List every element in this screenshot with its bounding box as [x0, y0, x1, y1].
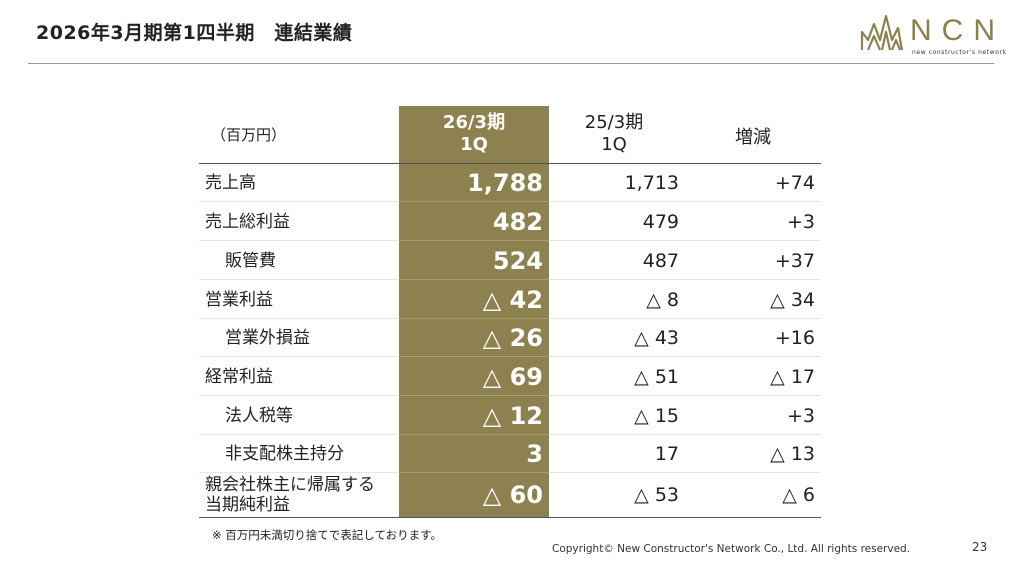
previous-value: △ 43 [634, 327, 679, 349]
current-period-highlight [399, 106, 549, 518]
change-value: +16 [774, 327, 815, 349]
previous-value: 487 [642, 249, 679, 272]
current-value: 1,788 [467, 169, 543, 197]
current-value: △ 60 [482, 481, 543, 509]
row-divider [199, 434, 821, 435]
unit-label: （百万円） [211, 126, 287, 144]
row-divider [199, 395, 821, 396]
header-rule [199, 163, 821, 164]
table-row: 法人税等 △ 12 △ 15 +3 [199, 396, 821, 435]
header-previous-period: 25/3期 1Q [559, 112, 669, 156]
current-value: △ 12 [482, 401, 543, 430]
financial-results-table: （百万円） 26/3期 1Q 25/3期 1Q 増減 売上高 1,788 1,713… [199, 106, 821, 518]
change-value: △ 17 [770, 365, 815, 388]
table-row: 親会社株主に帰属する 当期純利益 △ 60 △ 53 △ 6 [199, 473, 821, 517]
table-row: 売上総利益 482 479 +3 [199, 202, 821, 241]
change-value: +74 [774, 172, 815, 194]
slide-title: 2026年3月期第1四半期 連結業績 [36, 22, 353, 44]
current-value: 482 [492, 207, 543, 236]
row-divider [199, 356, 821, 357]
row-divider [199, 201, 821, 202]
row-label: 売上高 [205, 173, 256, 193]
table-row: 売上高 1,788 1,713 +74 [199, 164, 821, 202]
current-value: 524 [492, 246, 543, 275]
previous-value: △ 15 [634, 404, 679, 427]
header-previous-line2: 1Q [601, 134, 627, 155]
change-value: +3 [786, 404, 815, 427]
table-row: 経常利益 △ 69 △ 51 △ 17 [199, 357, 821, 396]
previous-value: △ 8 [646, 288, 679, 311]
company-logo: NCN new constructor's network [858, 10, 1006, 58]
row-label: 親会社株主に帰属する 当期純利益 [205, 475, 375, 515]
logo-mark-icon [860, 14, 904, 51]
table-row: 販管費 524 487 +37 [199, 241, 821, 280]
logo-text: NCN [910, 14, 1005, 47]
row-divider [199, 240, 821, 241]
row-label-line: 親会社株主に帰属する [205, 475, 375, 495]
table-row: 営業外損益 △ 26 △ 43 +16 [199, 319, 821, 357]
page-number: 23 [972, 540, 988, 554]
row-label-line: 当期純利益 [205, 495, 290, 515]
header-current-line2: 1Q [460, 134, 488, 155]
change-value: △ 13 [770, 443, 815, 465]
title-divider [28, 63, 994, 64]
change-value: △ 34 [770, 288, 815, 311]
header-current-line1: 26/3期 [442, 112, 506, 133]
row-label: 法人税等 [225, 405, 293, 426]
logo-tagline: new constructor's network [912, 49, 1007, 56]
row-label: 販管費 [225, 250, 276, 271]
row-divider [199, 318, 821, 319]
previous-value: 479 [642, 210, 679, 233]
row-label: 売上総利益 [205, 211, 290, 232]
current-value: △ 69 [482, 362, 543, 391]
current-value: △ 42 [482, 285, 543, 314]
previous-value: △ 51 [634, 365, 679, 388]
bottom-rule [199, 517, 821, 518]
change-value: △ 6 [782, 484, 815, 506]
change-value: +37 [774, 249, 815, 272]
table-row: 営業利益 △ 42 △ 8 △ 34 [199, 280, 821, 319]
row-label: 営業外損益 [225, 328, 310, 348]
row-label: 非支配株主持分 [225, 444, 344, 464]
row-divider [199, 472, 821, 473]
copyright: Copyright© New Constructor's Network Co.… [552, 543, 911, 555]
row-divider [199, 279, 821, 280]
table-row: 非支配株主持分 3 17 △ 13 [199, 435, 821, 473]
previous-value: 17 [654, 443, 679, 465]
previous-value: △ 53 [634, 484, 679, 506]
change-value: +3 [786, 210, 815, 233]
current-value: 3 [526, 440, 543, 468]
header-current-period: 26/3期 1Q [399, 112, 549, 156]
header-previous-line1: 25/3期 [584, 112, 644, 133]
previous-value: 1,713 [624, 172, 679, 194]
row-label: 営業利益 [205, 289, 273, 310]
footnote: ※ 百万円未満切り捨てで表記しております。 [212, 528, 442, 542]
row-label: 経常利益 [205, 366, 273, 387]
header-change: 増減 [735, 127, 771, 148]
current-value: △ 26 [482, 324, 543, 352]
